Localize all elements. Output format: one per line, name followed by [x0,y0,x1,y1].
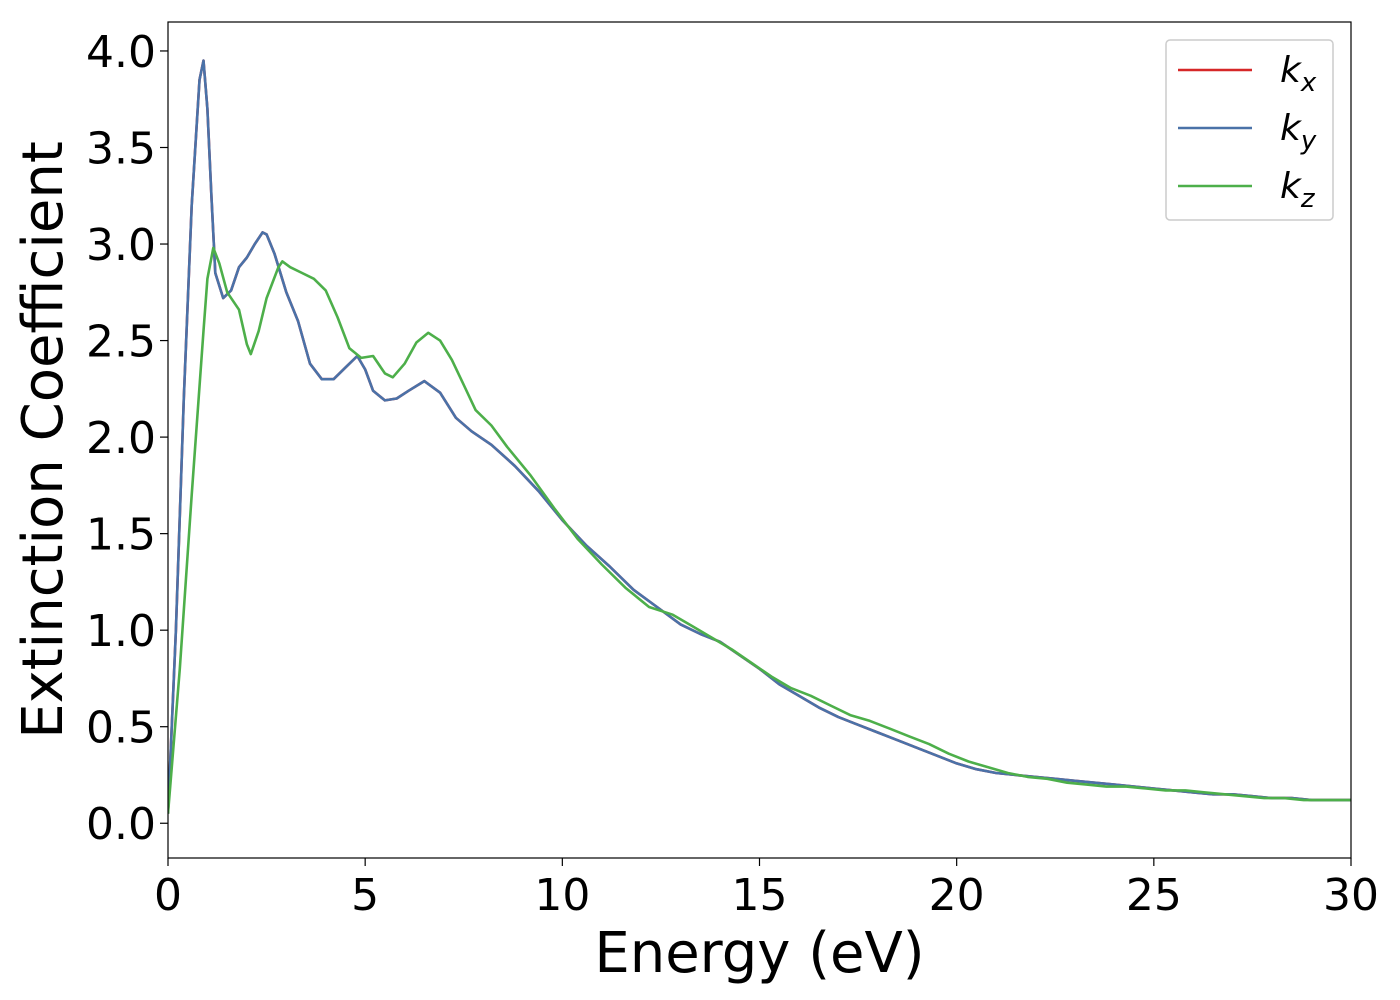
x-tick-label: 25 [1126,870,1182,921]
y-tick-label: 2.5 [86,317,156,368]
legend-label-y: ky [1280,108,1317,156]
y-tick-label: 1.0 [86,606,156,657]
y-tick-label: 2.0 [86,413,156,464]
series-line-y [168,59,1351,814]
y-axis-label: Extinction Coefficient [11,141,76,739]
x-axis: 0 5 10 15 20 25 30 [154,858,1379,921]
legend: kx ky kz [1165,39,1334,221]
y-axis: 0.0 0.5 1.0 1.5 2.0 2.5 3.0 3.5 4.0 [86,27,168,850]
y-tick-label: 0.0 [86,799,156,850]
legend-label-z: kz [1280,166,1316,214]
y-tick-label: 4.0 [86,27,156,78]
x-axis-label: Energy (eV) [594,921,924,986]
y-tick-label: 0.5 [86,703,156,754]
y-tick-label: 3.0 [86,220,156,271]
x-tick-label: 15 [732,870,788,921]
series-line-z [168,246,1351,814]
y-tick-label: 1.5 [86,510,156,561]
x-tick-label: 30 [1323,870,1379,921]
x-tick-label: 0 [154,870,182,921]
legend-label-x: kx [1280,50,1317,98]
x-tick-label: 5 [351,870,379,921]
x-tick-label: 10 [534,870,590,921]
y-tick-label: 3.5 [86,123,156,174]
x-tick-label: 20 [929,870,985,921]
legend-box [1165,39,1334,221]
series-layer [168,59,1351,814]
